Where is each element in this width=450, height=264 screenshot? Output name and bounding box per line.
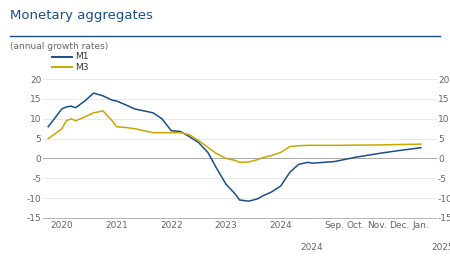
- Text: (annual growth rates): (annual growth rates): [10, 42, 108, 51]
- Text: 2025: 2025: [432, 243, 450, 252]
- Text: 2024: 2024: [300, 243, 323, 252]
- Text: Monetary aggregates: Monetary aggregates: [10, 9, 153, 22]
- Text: M3: M3: [75, 63, 89, 72]
- Text: M1: M1: [75, 52, 89, 61]
